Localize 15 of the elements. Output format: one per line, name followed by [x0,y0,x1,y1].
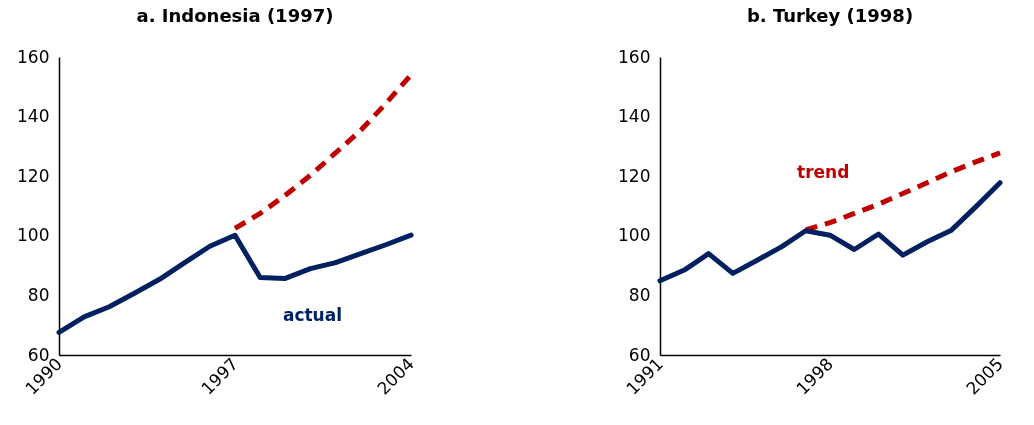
y-tick-label: 160 [618,46,651,67]
y-tick-label: 80 [628,284,651,305]
y-tick-label: 60 [628,344,651,365]
y-tick-label: 100 [618,225,651,246]
y-tick-label: 80 [27,284,50,305]
y-tick-label: 100 [17,225,50,246]
y-tick-label: 140 [618,106,651,127]
chart-title: b. Turkey (1998) [746,5,914,26]
y-tick-label: 140 [17,106,50,127]
series-label: trend [797,162,850,183]
y-tick-label: 120 [618,165,651,186]
y-tick-label: 160 [17,46,50,67]
series-label: actual [282,305,342,326]
chart-title: a. Indonesia (1997) [136,5,334,26]
y-tick-label: 120 [17,165,50,186]
